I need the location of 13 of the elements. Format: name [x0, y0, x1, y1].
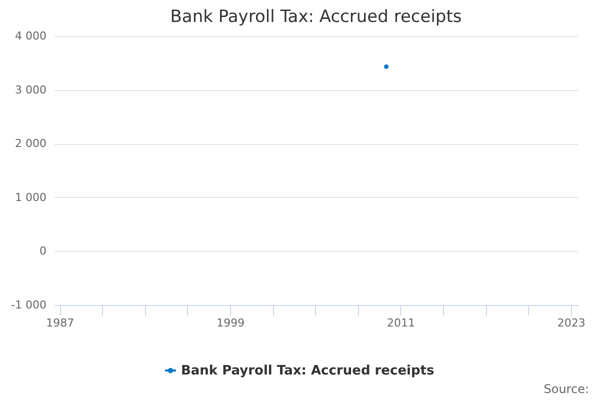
x-tick-label: 1999: [216, 316, 245, 330]
y-tick-label: 4 000: [15, 30, 46, 42]
source-note: Source:: [544, 382, 589, 396]
legend-label: Bank Payroll Tax: Accrued receipts: [181, 364, 434, 378]
y-tick-label: -1 000: [11, 298, 46, 312]
chart-title: Bank Payroll Tax: Accrued receipts: [170, 7, 462, 27]
y-tick-label: 3 000: [15, 83, 46, 96]
x-tick-label: 2011: [386, 316, 415, 330]
y-tick-label: 0: [40, 244, 46, 258]
y-tick-label: 2 000: [15, 137, 46, 150]
x-tick-label: 1987: [46, 316, 74, 330]
x-tick-label: 2023: [557, 316, 586, 330]
y-tick-label: 1 000: [15, 190, 46, 204]
